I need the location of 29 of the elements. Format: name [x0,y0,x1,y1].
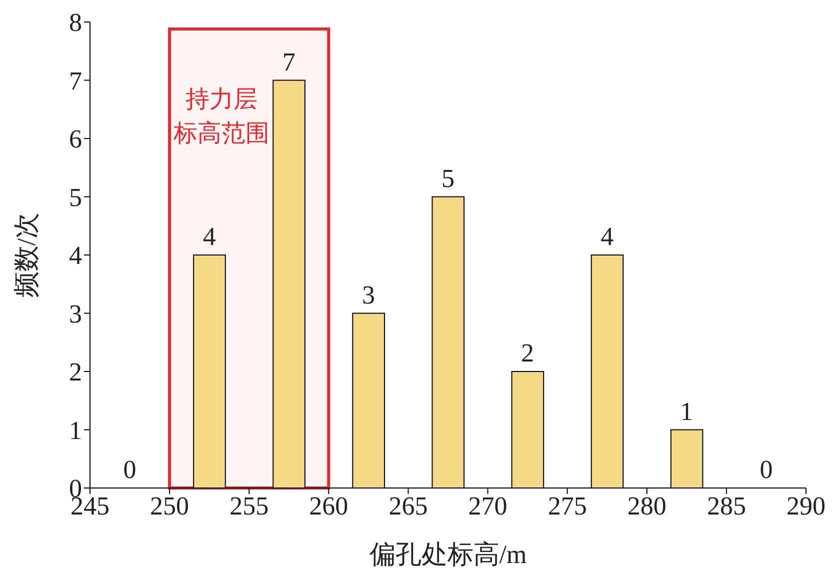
y-tick-label: 3 [69,299,82,328]
y-tick-label: 7 [69,66,82,96]
data-label: 3 [362,280,375,310]
y-tick-label: 8 [69,8,82,38]
x-tick-label: 270 [468,491,508,520]
band-label: 持力层标高范围 [172,86,270,147]
y-axis-title: 频数/次 [12,212,42,298]
y-tick-label: 5 [69,182,82,212]
x-tick-label: 265 [388,491,428,520]
data-label: 7 [282,47,296,76]
x-tick-label: 250 [150,491,190,520]
data-label: 1 [680,396,694,426]
data-label: 0 [123,455,136,484]
y-tick-label: 1 [69,416,82,445]
y-tick-label: 4 [69,241,82,270]
data-label: 5 [442,164,454,193]
x-axis-title: 偏孔处标高/m [369,540,527,569]
x-tick-label: 280 [627,491,666,520]
x-tick-label: 275 [548,491,587,520]
y-tick-label: 2 [69,358,82,387]
y-tick-label: 6 [69,124,82,154]
x-tick-label: 285 [706,491,746,520]
x-tick-label: 260 [309,491,348,520]
x-tick-label: 255 [230,491,269,520]
x-tick-label: 290 [786,491,826,520]
data-label: 0 [760,455,773,484]
data-label: 4 [202,222,216,251]
data-label: 2 [521,338,534,368]
data-label: 4 [600,222,614,251]
